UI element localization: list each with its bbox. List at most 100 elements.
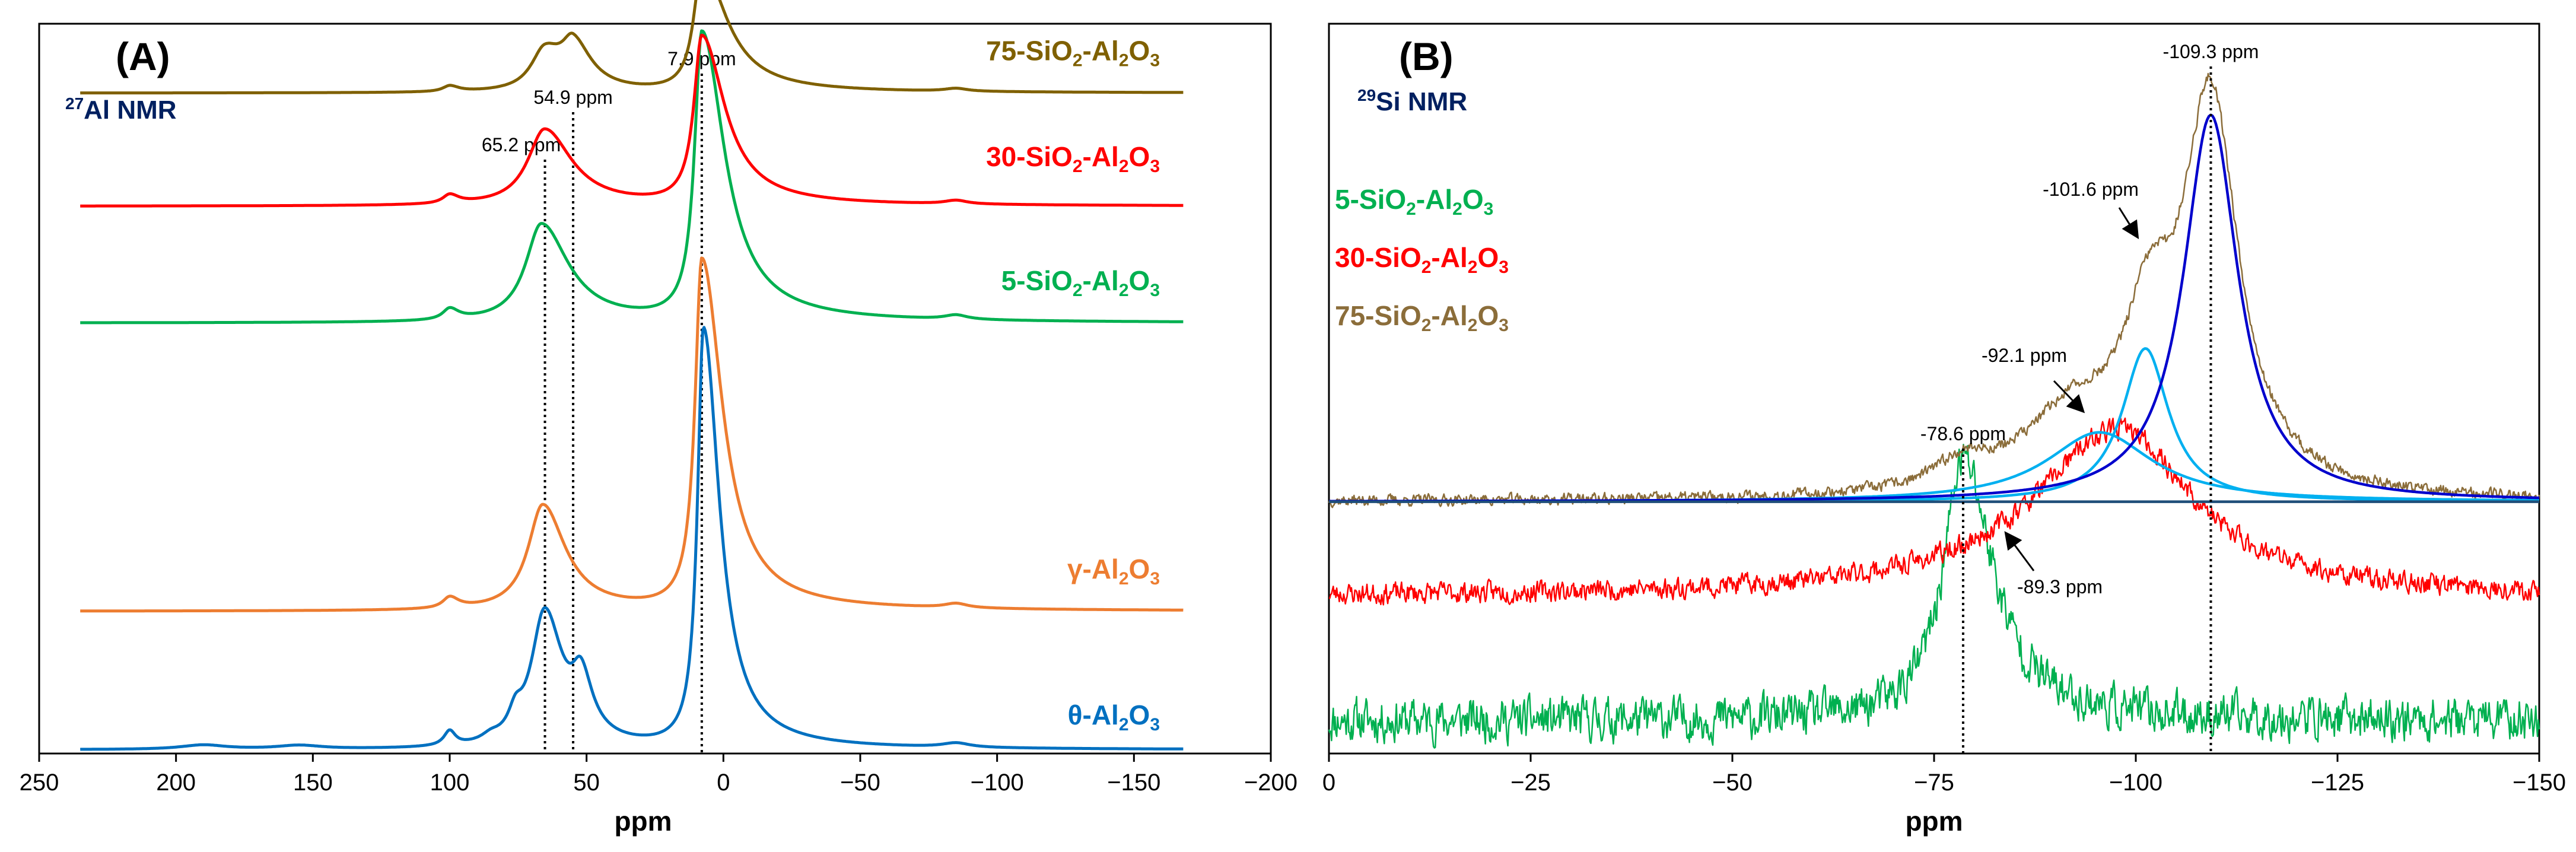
panel-a-reference-label: 65.2 ppm: [482, 134, 561, 155]
panel-b-legend-entry-post: O: [1477, 242, 1499, 273]
panel-a-series-label-pre: θ-Al: [1068, 700, 1119, 730]
panel-b: (B) 29Si NMR 5-SiO2-Al2O330-SiO2-Al2O375…: [1322, 23, 2566, 837]
panel-b-x-axis: 0 −25 −50 −75 −100 −125 −150: [1322, 754, 2566, 796]
panel-a-series-label-sub1: 2: [1119, 715, 1129, 735]
si-nmr-superscript: 29: [1357, 86, 1376, 104]
panel-a-series-label-sub2: 2: [1119, 281, 1129, 300]
panel-a-tick-label: 0: [717, 770, 730, 796]
panel-b-legend-entry-post: O: [1477, 300, 1499, 331]
panel-a-x-title: ppm: [614, 806, 672, 837]
panel-a-series-label-post: O: [1129, 141, 1150, 172]
panel-a-series-line: [79, 0, 1184, 95]
panel-b-legend-entry-sub2: 2: [1468, 257, 1478, 277]
panel-a-tick-label: −50: [840, 770, 880, 796]
panel-b-legend-entry-sub1: 2: [1421, 316, 1432, 335]
panel-a-series-line: [79, 29, 1184, 325]
panel-a-series: θ-Al2O3γ-Al2O35-SiO2-Al2O330-SiO2-Al2O37…: [79, 0, 1184, 751]
panel-a-series-label: 5-SiO2-Al2O3: [1001, 265, 1160, 300]
panel-a-series-line: [79, 326, 1184, 751]
panel-a-series-label-pre: 30-SiO: [986, 141, 1073, 172]
panel-a-series-label-sub1: 2: [1119, 569, 1129, 589]
panel-b-legend-entry-mid: -Al: [1431, 242, 1467, 273]
panel-b-legend-entry-pre: 75-SiO: [1335, 300, 1421, 331]
panel-a-series-label-sub3: 3: [1150, 281, 1160, 300]
panel-b-legend-entry-pre: 30-SiO: [1335, 242, 1421, 273]
panel-b-tick-label: −125: [2311, 770, 2364, 796]
panel-a-tick-label: 100: [430, 770, 470, 796]
panel-b-annotation-arrow: [2004, 531, 2035, 571]
panel-b-legend-entry-sub3: 3: [1499, 257, 1509, 277]
panel-a-series-label-pre: 75-SiO: [986, 36, 1073, 66]
panel-b-peak-annotation: -101.6 ppm: [2043, 179, 2139, 200]
panel-a-series-label-mid: -Al: [1083, 36, 1119, 66]
panel-b-tick-label: −25: [1510, 770, 1551, 796]
panel-a-tick-label: −150: [1107, 770, 1160, 796]
panel-b-reference-label: -109.3 ppm: [2163, 41, 2259, 62]
al-nmr-label: 27Al NMR: [65, 94, 177, 125]
panel-a-x-axis: 250 200 150 100 50 0 −50 −100 −150 −200: [20, 754, 1297, 796]
si-nmr-text: Si NMR: [1376, 87, 1467, 116]
panel-b-peak-annotation: -89.3 ppm: [2017, 576, 2103, 597]
panel-b-letter: (B): [1399, 34, 1454, 78]
panel-a-tick-label: −200: [1244, 770, 1297, 796]
panel-b-series-line: [1328, 443, 2540, 749]
panel-b-tick-label: −75: [1914, 770, 1954, 796]
panel-a: (A) 27Al NMR 250 200 150 100 50 0 −50 −100 −150 −…: [20, 0, 1297, 837]
panel-b-legend-entry-post: O: [1462, 184, 1484, 215]
panel-b-tick-label: −50: [1712, 770, 1753, 796]
panel-a-reference-label: 7.9 ppm: [667, 48, 736, 69]
panel-b-legend-entry-sub3: 3: [1499, 316, 1509, 335]
panel-a-series-label-mid: O: [1129, 700, 1150, 730]
panel-b-peak-annotation: -92.1 ppm: [1982, 345, 2067, 366]
panel-b-legend-entry-mid: -Al: [1431, 300, 1467, 331]
panel-a-series-label-sub1: 2: [1073, 281, 1083, 300]
panel-a-series-label: 75-SiO2-Al2O3: [986, 36, 1160, 71]
panel-b-legend-entry: 5-SiO2-Al2O3: [1335, 184, 1493, 219]
panel-a-series-label-pre: 5-SiO: [1001, 265, 1073, 296]
panel-b-legend-entry-sub2: 2: [1468, 316, 1478, 335]
panel-a-series-label-sub1: 2: [1073, 157, 1083, 176]
panel-b-x-title: ppm: [1905, 806, 1963, 837]
al-nmr-superscript: 27: [65, 94, 84, 113]
panel-a-reference-lines: 65.2 ppm 54.9 ppm 7.9 ppm: [482, 48, 736, 754]
panel-a-series-line: [79, 256, 1184, 613]
panel-a-series-label-sub2: 2: [1119, 157, 1129, 176]
panel-a-series-label-sub3: 3: [1150, 51, 1160, 71]
panel-a-series-label: θ-Al2O3: [1068, 700, 1160, 735]
panel-a-series-label-mid: -Al: [1083, 141, 1119, 172]
panel-a-series-label-sub2: 3: [1150, 569, 1160, 589]
panel-a-series-label-sub2: 2: [1119, 51, 1129, 71]
panel-b-series: [1328, 72, 2540, 749]
panel-b-legend-entry-sub1: 2: [1406, 199, 1416, 219]
panel-b-tick-label: 0: [1322, 770, 1335, 796]
panel-a-series-label: γ-Al2O3: [1067, 554, 1160, 589]
panel-b-legend-entry-sub3: 3: [1484, 199, 1494, 219]
panel-b-reference-lines: -78.6 ppm -109.3 ppm: [1920, 41, 2259, 754]
panel-b-legend-entry: 30-SiO2-Al2O3: [1335, 242, 1509, 277]
panel-a-series-label-post: O: [1129, 36, 1150, 66]
panel-a-series-label-sub2: 3: [1150, 715, 1160, 735]
panel-b-series-line: [1328, 417, 2540, 606]
panel-a-reference-label: 54.9 ppm: [533, 87, 612, 108]
panel-a-tick-label: 50: [573, 770, 600, 796]
panel-a-series-label: 30-SiO2-Al2O3: [986, 141, 1160, 176]
panel-b-legend-entry-sub1: 2: [1421, 257, 1432, 277]
panel-a-frame: [38, 23, 1272, 755]
panel-a-series-label-sub1: 2: [1073, 51, 1083, 71]
panel-a-tick-label: −100: [971, 770, 1024, 796]
panel-a-tick-label: 150: [293, 770, 333, 796]
panel-b-legend-entry: 75-SiO2-Al2O3: [1335, 300, 1509, 335]
panel-a-series-label-pre: γ-Al: [1067, 554, 1119, 584]
panel-b-reference-label: -78.6 ppm: [1920, 423, 2006, 444]
al-nmr-text: Al NMR: [84, 96, 176, 125]
panel-b-annotation-arrow: [2118, 207, 2139, 240]
panel-b-legend-entry-pre: 5-SiO: [1335, 184, 1406, 215]
panel-b-legend-entry-mid: -Al: [1416, 184, 1452, 215]
panel-b-annotation-arrow: [2053, 380, 2085, 414]
si-nmr-label: 29Si NMR: [1357, 86, 1467, 116]
panel-b-tick-label: −100: [2109, 770, 2162, 796]
panel-b-tick-label: −150: [2513, 770, 2566, 796]
panel-a-series-label-mid: -Al: [1083, 265, 1119, 296]
